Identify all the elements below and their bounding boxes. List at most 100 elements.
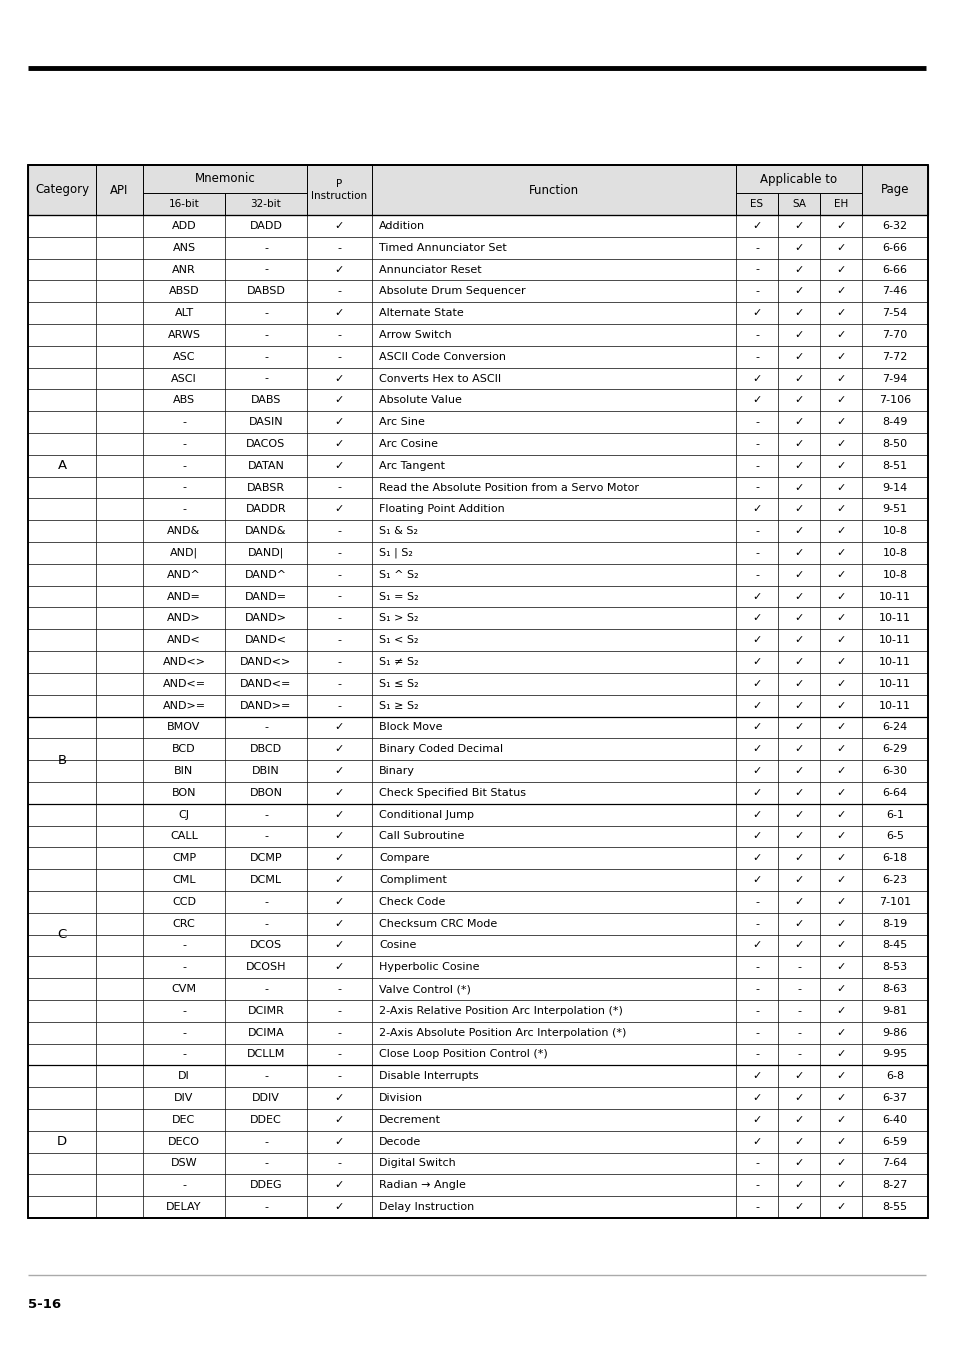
Text: AND>=: AND>=	[162, 701, 205, 710]
Text: DCIMR: DCIMR	[247, 1006, 284, 1015]
Text: B: B	[57, 753, 67, 767]
Text: Binary: Binary	[378, 765, 415, 776]
Text: ✓: ✓	[752, 722, 760, 733]
Text: 9-95: 9-95	[882, 1049, 906, 1060]
Text: Timed Annunciator Set: Timed Annunciator Set	[378, 243, 506, 252]
Text: DAND>: DAND>	[245, 613, 287, 624]
Text: ✓: ✓	[836, 1137, 844, 1146]
Text: DIV: DIV	[174, 1094, 193, 1103]
Text: -: -	[264, 374, 268, 383]
Text: Read the Absolute Position from a Servo Motor: Read the Absolute Position from a Servo …	[378, 482, 639, 493]
Text: DAND<=: DAND<=	[240, 679, 292, 688]
Text: C: C	[57, 927, 67, 941]
Text: Digital Switch: Digital Switch	[378, 1158, 456, 1169]
Text: DAND<: DAND<	[245, 636, 287, 645]
Text: 7-46: 7-46	[882, 286, 906, 296]
Text: ✓: ✓	[794, 788, 802, 798]
Text: ✓: ✓	[794, 765, 802, 776]
Text: ES: ES	[750, 198, 762, 209]
Text: 7-64: 7-64	[882, 1158, 906, 1169]
Text: -: -	[337, 1049, 341, 1060]
Text: Arc Cosine: Arc Cosine	[378, 439, 437, 450]
Text: Page: Page	[880, 184, 908, 197]
Text: Division: Division	[378, 1094, 423, 1103]
Text: 6-64: 6-64	[882, 788, 906, 798]
Text: 16-bit: 16-bit	[169, 198, 199, 209]
Text: ✓: ✓	[836, 1202, 844, 1212]
Text: ✓: ✓	[836, 636, 844, 645]
Text: -: -	[337, 548, 341, 558]
Text: S₁ ≥ S₂: S₁ ≥ S₂	[378, 701, 418, 710]
Text: ✓: ✓	[335, 1094, 344, 1103]
Text: ✓: ✓	[794, 526, 802, 536]
Text: ✓: ✓	[335, 1137, 344, 1146]
Text: -: -	[796, 984, 801, 994]
Text: -: -	[264, 896, 268, 907]
Text: ✓: ✓	[794, 1180, 802, 1191]
Text: DADDR: DADDR	[246, 505, 286, 514]
Text: S₁ ≤ S₂: S₁ ≤ S₂	[378, 679, 418, 688]
Text: ✓: ✓	[836, 788, 844, 798]
Text: 6-37: 6-37	[882, 1094, 906, 1103]
Text: DCIMA: DCIMA	[248, 1027, 284, 1038]
Text: ✓: ✓	[335, 744, 344, 755]
Text: ✓: ✓	[836, 243, 844, 252]
Text: ASCII Code Conversion: ASCII Code Conversion	[378, 352, 505, 362]
Text: -: -	[182, 1180, 186, 1191]
Text: 7-70: 7-70	[882, 329, 906, 340]
Text: ✓: ✓	[794, 374, 802, 383]
Text: 8-19: 8-19	[882, 918, 906, 929]
Text: -: -	[182, 941, 186, 950]
Text: 9-14: 9-14	[882, 482, 906, 493]
Text: DBCD: DBCD	[250, 744, 282, 755]
Text: -: -	[182, 1006, 186, 1015]
Text: 8-51: 8-51	[882, 460, 906, 471]
Text: ✓: ✓	[335, 439, 344, 450]
Text: ✓: ✓	[335, 396, 344, 405]
Text: ✓: ✓	[794, 1137, 802, 1146]
Text: ✓: ✓	[794, 329, 802, 340]
Text: 6-29: 6-29	[882, 744, 906, 755]
Text: ✓: ✓	[794, 875, 802, 886]
Text: 6-32: 6-32	[882, 221, 906, 231]
Text: Disable Interrupts: Disable Interrupts	[378, 1072, 478, 1081]
Text: -: -	[754, 526, 759, 536]
Text: ✓: ✓	[836, 613, 844, 624]
Text: DAND|: DAND|	[248, 548, 284, 558]
Text: 6-59: 6-59	[882, 1137, 906, 1146]
Text: 5-16: 5-16	[28, 1299, 61, 1311]
Text: ✓: ✓	[794, 1158, 802, 1169]
Text: ✓: ✓	[836, 963, 844, 972]
Text: EH: EH	[833, 198, 847, 209]
Text: ✓: ✓	[335, 810, 344, 819]
Text: ✓: ✓	[335, 308, 344, 319]
Text: 10-8: 10-8	[882, 570, 906, 579]
Text: ✓: ✓	[794, 286, 802, 296]
Text: DADD: DADD	[250, 221, 282, 231]
Text: 10-11: 10-11	[878, 591, 910, 602]
Text: 9-81: 9-81	[882, 1006, 906, 1015]
Text: ✓: ✓	[794, 265, 802, 274]
Text: -: -	[182, 482, 186, 493]
Text: 8-45: 8-45	[882, 941, 906, 950]
Text: -: -	[264, 722, 268, 733]
Text: -: -	[182, 505, 186, 514]
Text: ✓: ✓	[836, 765, 844, 776]
Text: ✓: ✓	[335, 832, 344, 841]
Text: BCD: BCD	[172, 744, 195, 755]
Bar	[28, 165, 927, 215]
Text: DELAY: DELAY	[166, 1202, 201, 1212]
Text: DATAN: DATAN	[247, 460, 284, 471]
Text: ✓: ✓	[752, 636, 760, 645]
Text: ✓: ✓	[752, 613, 760, 624]
Text: ✓: ✓	[836, 918, 844, 929]
Text: 8-27: 8-27	[882, 1180, 906, 1191]
Text: -: -	[264, 329, 268, 340]
Text: ALT: ALT	[174, 308, 193, 319]
Text: ✓: ✓	[836, 308, 844, 319]
Text: ✓: ✓	[752, 788, 760, 798]
Text: API: API	[111, 184, 129, 197]
Text: ASCI: ASCI	[171, 374, 196, 383]
Text: S₁ ≠ S₂: S₁ ≠ S₂	[378, 657, 418, 667]
Text: -: -	[754, 1202, 759, 1212]
